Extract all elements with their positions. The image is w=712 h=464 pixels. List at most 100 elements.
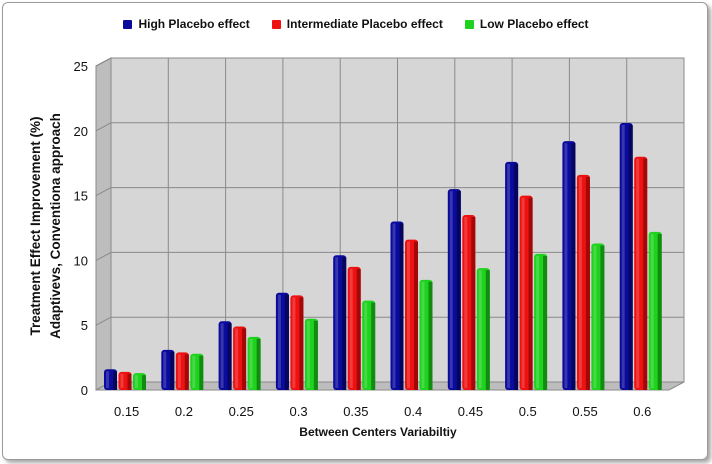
y-tick-label: 10 — [74, 253, 88, 268]
bar-shade — [113, 371, 117, 390]
bar-intermediate-placebo-effect — [233, 326, 247, 390]
bar-shade — [414, 241, 418, 390]
grid-line-side — [95, 187, 112, 197]
bar-highlight — [636, 158, 640, 388]
bar-highlight — [120, 373, 124, 388]
bar-shade — [456, 191, 461, 390]
bar-shade — [571, 143, 576, 390]
bar-low-placebo-effect — [133, 373, 146, 390]
bar-low-placebo-effect — [190, 353, 204, 390]
bar-shade — [514, 163, 519, 390]
legend-item-low[interactable]: Low Placebo effect — [464, 17, 589, 31]
bar-shade — [471, 217, 476, 390]
bar-shade — [227, 323, 232, 390]
legend-item-intermediate[interactable]: Intermediate Placebo effect — [271, 17, 443, 31]
y-tick-label: 0 — [81, 383, 88, 398]
bar-shade — [284, 294, 289, 390]
bar-high-placebo-effect — [333, 255, 347, 390]
bar-high-placebo-effect — [562, 141, 576, 390]
bar-low-placebo-effect — [362, 300, 376, 390]
x-axis-label: Between Centers Variabiltiy — [299, 425, 457, 439]
bar-highlight — [163, 351, 167, 388]
bar-shade — [371, 302, 376, 390]
bar-highlight — [536, 255, 540, 388]
bar-shade — [170, 351, 175, 390]
bar-shade — [184, 354, 189, 390]
bar-high-placebo-effect — [161, 349, 175, 390]
bar-highlight — [235, 328, 239, 388]
bar-highlight — [478, 270, 482, 388]
grid-line-side — [95, 316, 112, 326]
legend-swatch-low — [464, 19, 474, 29]
x-tick-label: 0.25 — [229, 404, 254, 419]
x-tick-label: 0.5 — [519, 404, 537, 419]
y-tick-label: 25 — [74, 59, 88, 74]
x-tick-label: 0.55 — [572, 404, 597, 419]
bar-shade — [127, 373, 132, 390]
y-tick-label: 20 — [74, 124, 88, 139]
legend-swatch-high — [123, 19, 133, 29]
bar-highlight — [407, 241, 410, 388]
bar-highlight — [106, 371, 109, 388]
x-tick-label: 0.6 — [633, 404, 651, 419]
legend-item-high[interactable]: High Placebo effect — [123, 17, 250, 31]
bar-low-placebo-effect — [304, 318, 318, 390]
y-axis-label: Adaptivevs, Conventiona approach — [48, 113, 63, 339]
bar-highlight — [621, 125, 625, 389]
bar-intermediate-placebo-effect — [576, 174, 590, 390]
y-axis-label: Treatment Effect Improvement (%) — [28, 116, 43, 335]
bar-highlight — [507, 163, 511, 388]
x-tick-label: 0.4 — [404, 404, 422, 419]
bar-low-placebo-effect — [476, 268, 490, 390]
bar-highlight — [578, 176, 582, 388]
legend-swatch-intermediate — [271, 19, 281, 29]
bar-shade — [628, 125, 633, 391]
bar-shade — [643, 158, 648, 390]
bar-highlight — [292, 297, 296, 388]
bar-highlight — [192, 355, 196, 388]
bar-highlight — [421, 281, 425, 388]
bar-high-placebo-effect — [275, 292, 289, 390]
bar-intermediate-placebo-effect — [118, 371, 132, 390]
bar-shade — [399, 223, 404, 390]
bar-highlight — [464, 217, 468, 388]
bar-shade — [485, 270, 490, 390]
bar-low-placebo-effect — [247, 336, 261, 390]
x-tick-label: 0.3 — [290, 404, 308, 419]
bar-intermediate-placebo-effect — [462, 215, 476, 390]
bar-highlight — [650, 233, 654, 388]
bar-low-placebo-effect — [419, 279, 433, 390]
bar-highlight — [335, 257, 339, 388]
bar-intermediate-placebo-effect — [634, 156, 648, 390]
bar-highlight — [306, 320, 310, 388]
bar-shade — [342, 257, 347, 390]
bar-intermediate-placebo-effect — [175, 352, 189, 390]
bar-highlight — [593, 245, 597, 388]
bar-intermediate-placebo-effect — [519, 195, 533, 390]
bar-high-placebo-effect — [104, 369, 117, 390]
bar-shade — [356, 268, 361, 390]
bar-shade — [600, 245, 605, 390]
bar-highlight — [392, 223, 396, 388]
bar-shade — [142, 375, 146, 390]
bar-intermediate-placebo-effect — [290, 295, 304, 390]
bar-shade — [299, 297, 304, 390]
bar-shade — [256, 338, 261, 390]
bar-high-placebo-effect — [505, 161, 519, 390]
bar-low-placebo-effect — [648, 231, 662, 390]
bar-shade — [657, 233, 662, 390]
bar-highlight — [249, 338, 253, 388]
legend: High Placebo effect Intermediate Placebo… — [0, 17, 712, 31]
x-tick-label: 0.2 — [175, 404, 193, 419]
legend-label-intermediate: Intermediate Placebo effect — [286, 17, 443, 31]
x-tick-label: 0.45 — [458, 404, 483, 419]
bar-highlight — [277, 294, 281, 388]
side-wall — [95, 57, 112, 391]
bar-shade — [242, 328, 247, 390]
x-tick-label: 0.15 — [114, 404, 139, 419]
bar-highlight — [564, 143, 568, 388]
grid-line-side — [95, 251, 112, 261]
x-tick-label: 0.35 — [343, 404, 368, 419]
bar-highlight — [220, 323, 224, 388]
